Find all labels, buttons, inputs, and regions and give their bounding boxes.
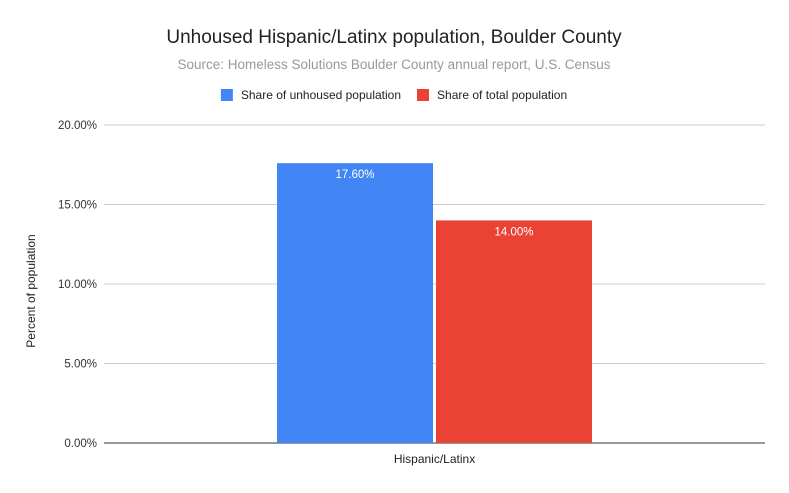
data-label: 14.00%	[494, 226, 533, 238]
bar-total-0	[436, 220, 592, 443]
bar-unhoused-0	[277, 163, 433, 443]
legend-label: Share of total population	[437, 88, 567, 102]
y-axis-label: Percent of population	[24, 234, 38, 347]
x-tick-label: Hispanic/Latinx	[394, 452, 475, 466]
chart-subtitle: Source: Homeless Solutions Boulder Count…	[178, 57, 611, 72]
x-axis-ticks: Hispanic/Latinx	[394, 452, 475, 466]
bars: 17.60% 14.00%	[277, 163, 592, 443]
y-axis-ticks: 0.00% 5.00% 10.00% 15.00% 20.00%	[58, 120, 97, 450]
y-tick-label: 10.00%	[58, 279, 97, 291]
gridlines	[104, 124, 765, 444]
y-tick-label: 15.00%	[58, 200, 97, 212]
y-tick-label: 5.00%	[64, 359, 97, 371]
y-tick-label: 0.00%	[64, 438, 97, 450]
legend: Share of unhoused population Share of tot…	[220, 88, 567, 102]
data-label: 17.60%	[335, 169, 374, 181]
chart-title: Unhoused Hispanic/Latinx population, Bou…	[166, 27, 622, 48]
legend-swatch	[220, 89, 233, 101]
legend-swatch	[417, 89, 430, 101]
y-tick-label: 20.00%	[58, 120, 97, 132]
legend-label: Share of unhoused population	[241, 88, 401, 102]
